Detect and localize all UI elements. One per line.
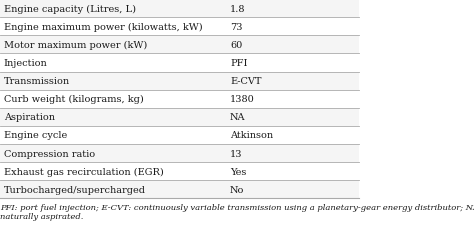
Text: Injection: Injection: [4, 59, 47, 68]
Text: Transmission: Transmission: [4, 77, 70, 86]
FancyBboxPatch shape: [0, 54, 359, 72]
FancyBboxPatch shape: [0, 90, 359, 108]
Text: E-CVT: E-CVT: [230, 77, 262, 86]
Text: Exhaust gas recirculation (EGR): Exhaust gas recirculation (EGR): [4, 167, 164, 176]
Text: Engine maximum power (kilowatts, kW): Engine maximum power (kilowatts, kW): [4, 22, 202, 32]
Text: 1.8: 1.8: [230, 4, 246, 13]
Text: Aspiration: Aspiration: [4, 113, 55, 122]
FancyBboxPatch shape: [0, 144, 359, 162]
Text: Engine capacity (Litres, L): Engine capacity (Litres, L): [4, 4, 136, 13]
Text: PFI: port fuel injection; E-CVT: continuously variable transmission using a plan: PFI: port fuel injection; E-CVT: continu…: [0, 203, 474, 220]
Text: PFI: PFI: [230, 59, 247, 68]
Text: Motor maximum power (kW): Motor maximum power (kW): [4, 40, 147, 50]
Text: Turbocharged/supercharged: Turbocharged/supercharged: [4, 185, 146, 194]
FancyBboxPatch shape: [0, 126, 359, 144]
Text: 60: 60: [230, 41, 242, 50]
Text: Atkinson: Atkinson: [230, 131, 273, 140]
Text: Compression ratio: Compression ratio: [4, 149, 95, 158]
Text: 1380: 1380: [230, 95, 255, 104]
Text: Curb weight (kilograms, kg): Curb weight (kilograms, kg): [4, 95, 143, 104]
FancyBboxPatch shape: [0, 180, 359, 198]
FancyBboxPatch shape: [0, 18, 359, 36]
Text: Yes: Yes: [230, 167, 246, 176]
Text: 13: 13: [230, 149, 243, 158]
FancyBboxPatch shape: [0, 72, 359, 90]
FancyBboxPatch shape: [0, 0, 359, 18]
FancyBboxPatch shape: [0, 162, 359, 180]
FancyBboxPatch shape: [0, 36, 359, 54]
FancyBboxPatch shape: [0, 108, 359, 126]
Text: No: No: [230, 185, 245, 194]
Text: 73: 73: [230, 22, 243, 32]
Text: NA: NA: [230, 113, 246, 122]
Text: Engine cycle: Engine cycle: [4, 131, 67, 140]
